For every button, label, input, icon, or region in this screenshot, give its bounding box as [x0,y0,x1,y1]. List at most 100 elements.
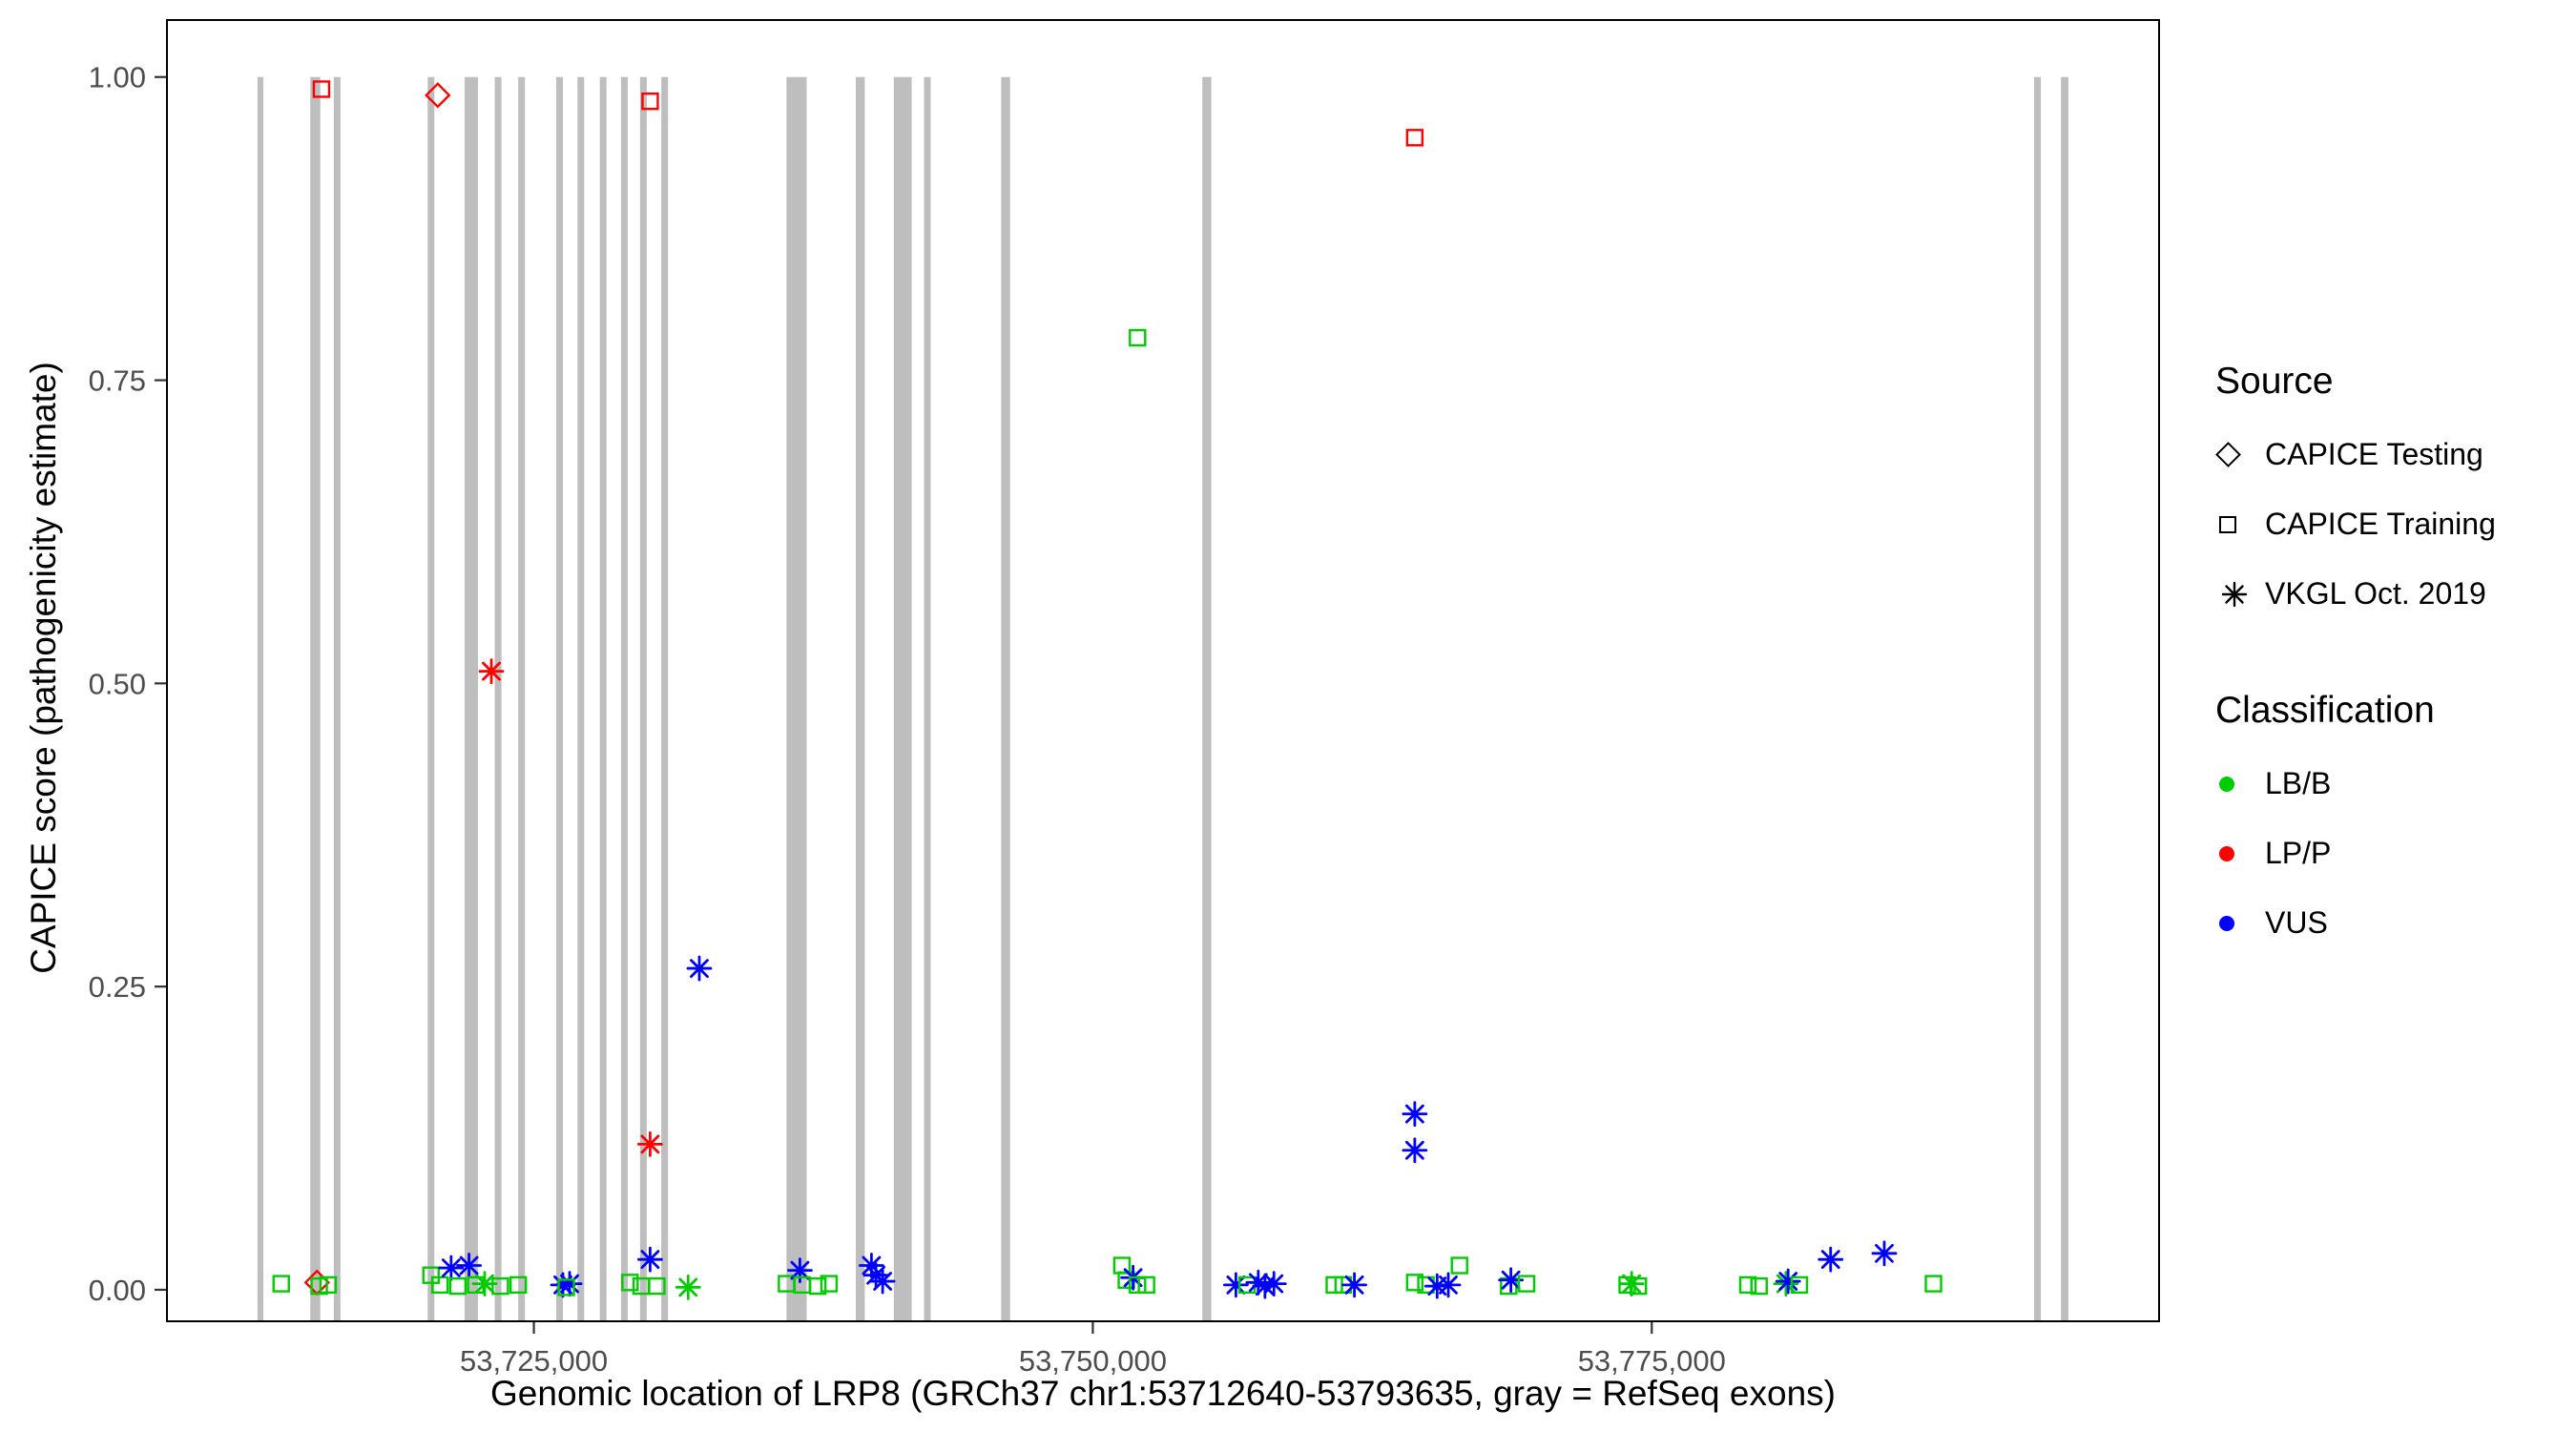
exon-bar [924,76,931,1322]
exon-bar [599,76,607,1322]
y-tick-label: 0.25 [89,970,146,1004]
exon-bar [494,76,502,1322]
legend: Source CAPICE Testing CAPICE Training [2215,361,2576,958]
data-point [1402,1101,1428,1128]
legend-source-title: Source [2215,361,2334,402]
data-point [1222,1272,1249,1298]
data-point [1517,1275,1536,1293]
exon-bar [786,76,807,1322]
data-point [319,1275,338,1295]
legend-item-label: VUS [2265,905,2328,940]
data-point [621,1274,639,1292]
legend-item-lbb: LB/B [2215,749,2576,819]
legend-item-lpp: LP/P [2215,819,2576,888]
y-tick-label: 0.75 [89,364,146,398]
data-point [478,658,505,685]
red-dot-icon [2219,845,2234,861]
legend-key [2215,515,2265,533]
exon-bar [257,76,264,1322]
data-point [1129,1275,1147,1295]
data-point [422,1266,440,1284]
data-point [1341,1272,1367,1298]
exon-bar [464,76,478,1322]
exon-bar [2034,76,2042,1322]
data-point [1871,1240,1898,1267]
exon-bar [661,76,669,1322]
exon-bar [639,76,647,1322]
data-point [1450,1256,1468,1275]
data-point [1924,1275,1942,1293]
exon-bar [1202,76,1212,1322]
data-point [310,1276,328,1296]
green-dot-icon [2219,776,2234,792]
data-point [808,1276,827,1296]
data-point [1402,1137,1428,1164]
exon-bar [310,76,321,1322]
data-point [1137,1275,1155,1295]
data-point [686,955,713,982]
exon-bar [518,76,526,1322]
data-point [648,1276,666,1296]
x-tick-label: 53,750,000 [1019,1344,1167,1378]
data-point [312,80,331,98]
exon-bar [333,76,341,1322]
data-point [1750,1276,1768,1296]
legend-key [2215,776,2265,792]
data-point [1129,328,1147,347]
legend-key [2215,915,2265,931]
data-point [1325,1275,1343,1295]
y-tick-label: 0.50 [89,667,146,700]
y-tick-label: 1.00 [89,61,146,94]
legend-classification-title: Classification [2215,690,2435,731]
data-point [557,1278,575,1296]
legend-item-capice-testing: CAPICE Testing [2215,420,2576,489]
data-point [1260,1271,1287,1296]
data-point [430,1275,449,1295]
data-point [438,1255,465,1281]
data-point [425,82,451,109]
legend-item-label: LB/B [2265,766,2332,800]
data-point [1818,1246,1844,1273]
data-point [1775,1268,1801,1295]
data-point [787,1257,813,1284]
legend-item-label: VKGL Oct. 2019 [2265,576,2486,611]
x-axis-title: Genomic location of LRP8 (GRCh37 chr1:53… [490,1374,1836,1413]
exon-bar [555,76,564,1322]
data-point [448,1276,467,1296]
blue-dot-icon [2219,915,2234,931]
legend-key [2215,579,2265,610]
y-tick-label: 0.00 [89,1274,146,1307]
data-point [491,1276,509,1296]
data-point [456,1253,482,1278]
panel-border [166,19,2160,1322]
data-point [556,1271,583,1296]
data-point [1738,1275,1757,1295]
legend-item-vkgl: VKGL Oct. 2019 [2215,559,2576,629]
data-point [869,1268,896,1295]
legend-item-label: LP/P [2265,836,2332,870]
data-point [1435,1272,1462,1298]
legend-key [2215,442,2265,467]
legend-item-label: CAPICE Testing [2265,437,2483,471]
y-axis-title: CAPICE score (pathogenicity estimate) [24,362,63,974]
diamond-icon [2215,442,2241,467]
data-point [637,1131,663,1157]
legend-key [2215,845,2265,861]
exon-bar [620,76,628,1322]
asterisk-icon [2221,581,2248,607]
square-icon [2219,515,2236,533]
legend-item-label: CAPICE Training [2265,507,2496,541]
data-point [509,1275,528,1295]
x-tick-label: 53,725,000 [460,1344,608,1378]
exon-bar [1001,76,1010,1322]
exon-bar [577,76,585,1322]
x-tick-label: 53,775,000 [1578,1344,1726,1378]
data-point [1405,129,1424,147]
data-point [675,1275,701,1300]
exon-bar [856,76,865,1322]
data-point [641,92,659,111]
data-point [1790,1275,1809,1295]
exon-bar [893,76,912,1322]
data-point [1630,1276,1648,1296]
